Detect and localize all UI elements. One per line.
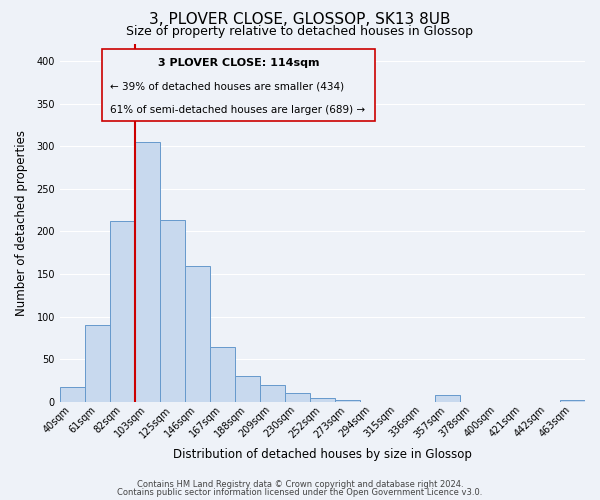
Text: Size of property relative to detached houses in Glossop: Size of property relative to detached ho… xyxy=(127,25,473,38)
Bar xyxy=(235,376,260,402)
Bar xyxy=(160,220,185,402)
Bar xyxy=(110,221,135,402)
Bar xyxy=(435,395,460,402)
Text: 3, PLOVER CLOSE, GLOSSOP, SK13 8UB: 3, PLOVER CLOSE, GLOSSOP, SK13 8UB xyxy=(149,12,451,28)
X-axis label: Distribution of detached houses by size in Glossop: Distribution of detached houses by size … xyxy=(173,448,472,461)
Bar xyxy=(185,266,210,402)
Bar xyxy=(60,388,85,402)
Bar xyxy=(135,142,160,402)
Bar xyxy=(335,400,360,402)
Y-axis label: Number of detached properties: Number of detached properties xyxy=(15,130,28,316)
FancyBboxPatch shape xyxy=(102,50,375,121)
Bar xyxy=(260,385,285,402)
Text: Contains public sector information licensed under the Open Government Licence v3: Contains public sector information licen… xyxy=(118,488,482,497)
Bar xyxy=(210,348,235,402)
Text: 3 PLOVER CLOSE: 114sqm: 3 PLOVER CLOSE: 114sqm xyxy=(158,58,319,68)
Text: Contains HM Land Registry data © Crown copyright and database right 2024.: Contains HM Land Registry data © Crown c… xyxy=(137,480,463,489)
Bar xyxy=(560,400,585,402)
Text: 61% of semi-detached houses are larger (689) →: 61% of semi-detached houses are larger (… xyxy=(110,105,365,115)
Bar xyxy=(310,398,335,402)
Bar xyxy=(285,394,310,402)
Bar xyxy=(85,325,110,402)
Text: ← 39% of detached houses are smaller (434): ← 39% of detached houses are smaller (43… xyxy=(110,82,344,92)
